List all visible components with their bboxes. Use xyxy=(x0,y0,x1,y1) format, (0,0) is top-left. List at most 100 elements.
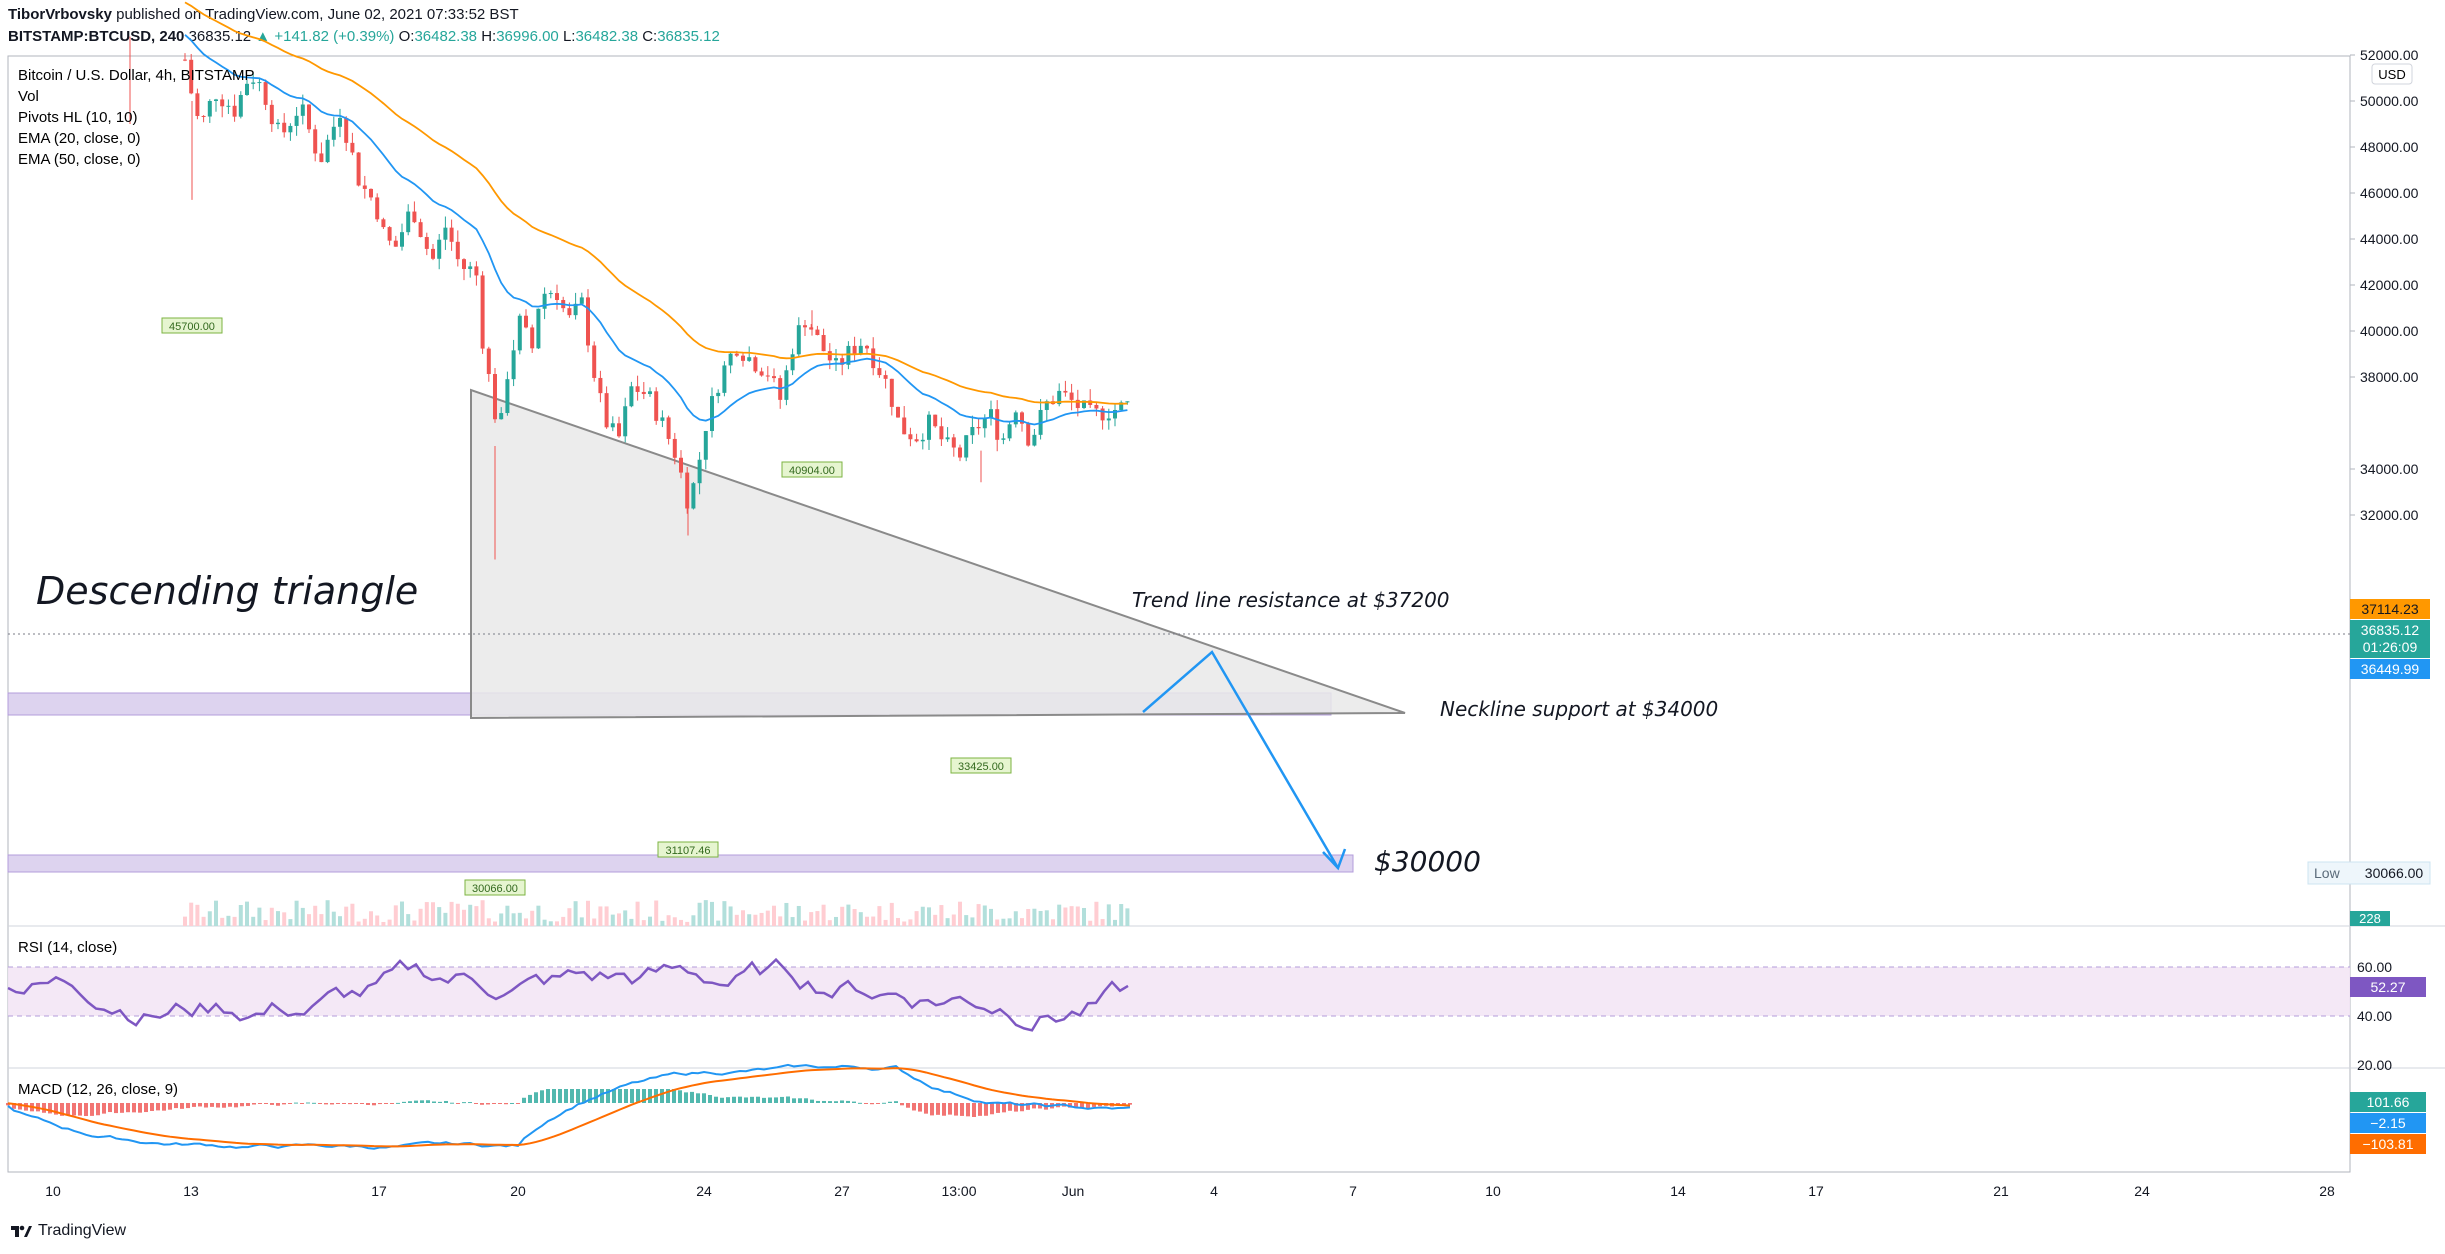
chart-legend: Bitcoin / U.S. Dollar, 4h, BITSTAMP Vol … xyxy=(18,67,254,168)
volume-bar xyxy=(1007,918,1012,926)
volume-bar xyxy=(610,914,615,926)
price-tick-label: 42000.00 xyxy=(2360,277,2419,293)
price-tick-label: 40000.00 xyxy=(2360,323,2419,339)
candle-body xyxy=(846,345,851,365)
candle-body xyxy=(431,248,435,259)
volume-bar xyxy=(300,907,305,926)
macd-hist-bar xyxy=(234,1103,238,1108)
candle-body xyxy=(598,377,603,394)
macd-hist-bar xyxy=(1008,1103,1012,1111)
macd-hist-bar xyxy=(96,1103,100,1116)
volume-bar xyxy=(790,917,795,926)
volume-bar xyxy=(685,921,690,926)
volume-bar xyxy=(238,904,243,926)
macd-hist-bar xyxy=(336,1103,340,1104)
candle-body xyxy=(400,232,404,247)
macd-hist-bar xyxy=(834,1101,838,1103)
candle-body xyxy=(666,417,671,439)
candle-body xyxy=(1063,390,1068,393)
macd-hist-bar xyxy=(774,1097,778,1103)
currency-button[interactable]: USD xyxy=(2371,63,2413,85)
candle-body xyxy=(393,240,398,247)
volume-bar xyxy=(499,913,504,926)
macd-hist-bar xyxy=(12,1103,16,1109)
candle-body xyxy=(1119,402,1124,410)
volume-bar xyxy=(778,916,783,926)
candle-body xyxy=(728,353,733,366)
pivot-label: 31107.46 xyxy=(657,841,719,858)
volume-bar xyxy=(821,904,826,926)
candle-body xyxy=(412,211,417,223)
candle-body xyxy=(356,152,361,186)
macd-hist-bar xyxy=(384,1103,388,1104)
volume-bar xyxy=(263,920,268,926)
candle-body xyxy=(648,391,652,395)
time-tick-label: 4 xyxy=(1210,1183,1218,1199)
volume-bar xyxy=(1051,919,1055,926)
time-tick-label: 13:00 xyxy=(941,1183,976,1199)
ema50-badge: 37114.23 xyxy=(2350,599,2430,619)
legend-ema20[interactable]: EMA (20, close, 0) xyxy=(18,130,141,147)
volume-bar xyxy=(660,920,665,926)
candle-body xyxy=(344,117,349,143)
candle-body xyxy=(834,358,838,361)
macd-hist-bar xyxy=(162,1103,166,1111)
macd-hist-bar xyxy=(696,1093,700,1103)
rsi-title[interactable]: RSI (14, close) xyxy=(18,939,117,956)
candle-body xyxy=(939,426,944,440)
candle-body xyxy=(567,308,572,316)
macd-hist-bar xyxy=(1026,1103,1030,1110)
candle-body xyxy=(536,308,541,349)
volume-bar xyxy=(1063,907,1068,926)
time-tick-label: 27 xyxy=(834,1183,850,1199)
macd-hist-bar xyxy=(900,1103,904,1106)
ema20-line xyxy=(184,34,1128,426)
high-label: H: xyxy=(481,28,497,45)
legend-vol[interactable]: Vol xyxy=(18,88,39,105)
macd-hist-bar xyxy=(870,1103,874,1105)
ema-lines xyxy=(184,1,1128,426)
publish-info: published on TradingView.com, June 02, 2… xyxy=(111,6,519,23)
candle-body xyxy=(189,59,194,94)
price-axis[interactable]: 52000.00 50000.00 48000.00 46000.00 44000.00… xyxy=(2350,47,2419,523)
macd-title[interactable]: MACD (12, 26, close, 9) xyxy=(18,1081,178,1098)
macd-value-text: −2.15 xyxy=(2370,1115,2406,1131)
candle-body xyxy=(449,227,454,242)
legend-title[interactable]: Bitcoin / U.S. Dollar, 4h, BITSTAMP xyxy=(18,67,254,84)
countdown-text: 01:26:09 xyxy=(2363,639,2418,655)
macd-hist-bar xyxy=(270,1103,274,1105)
target-annotation[interactable]: $30000 xyxy=(1374,845,1481,878)
macd-hist-bar xyxy=(702,1093,706,1103)
time-tick-label: 21 xyxy=(1993,1183,2009,1199)
volume-bar xyxy=(1094,901,1099,926)
macd-hist-bar xyxy=(546,1089,550,1103)
macd-hist-bar xyxy=(468,1102,472,1104)
volume-bar xyxy=(1038,910,1043,926)
macd-hist-bar xyxy=(624,1089,628,1103)
candle-body xyxy=(251,82,256,84)
candle-body xyxy=(1106,418,1111,421)
volume-bar xyxy=(251,916,256,926)
candle-body xyxy=(350,142,355,153)
resistance-annotation[interactable]: Trend line resistance at $37200 xyxy=(1132,588,1450,612)
candle-body xyxy=(691,483,696,509)
volume-bar xyxy=(598,906,603,926)
pattern-annotation[interactable]: Descending triangle xyxy=(36,569,418,613)
time-axis[interactable]: 10 13 17 20 24 27 13:00 Jun 4 7 10 14 17 21 24 28 xyxy=(45,1183,2335,1199)
macd-hist-bar xyxy=(1002,1103,1006,1113)
symbol-header: BITSTAMP:BTCUSD, 240 36835.12 ▲ +141.82 … xyxy=(8,28,720,45)
candle-body xyxy=(796,325,801,355)
volume-bar xyxy=(834,916,838,926)
legend-pivots[interactable]: Pivots HL (10, 10) xyxy=(18,109,138,126)
macd-hist-bar xyxy=(564,1089,568,1103)
author-name[interactable]: TiborVrbovsky xyxy=(8,6,112,23)
candle-body xyxy=(759,371,764,376)
support-annotation[interactable]: Neckline support at $34000 xyxy=(1440,697,1718,721)
candle-body xyxy=(555,293,559,300)
volume-bar xyxy=(759,912,764,926)
tradingview-footer[interactable]: TradingView xyxy=(10,1222,126,1240)
candle-body xyxy=(951,437,956,448)
legend-ema50[interactable]: EMA (50, close, 0) xyxy=(18,151,141,168)
macd-hist-bar xyxy=(222,1103,226,1108)
